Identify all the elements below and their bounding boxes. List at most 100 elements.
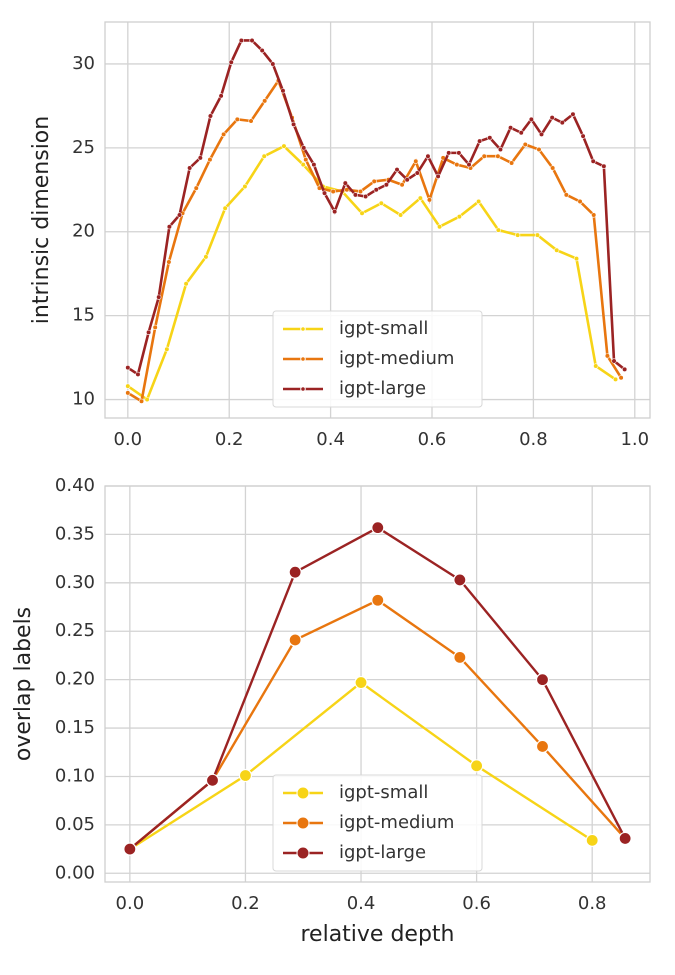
y-tick-label: 20 [72, 221, 95, 242]
point [300, 162, 306, 168]
point [591, 212, 597, 218]
point [166, 224, 172, 230]
point [477, 138, 483, 144]
point [357, 188, 364, 195]
point [570, 111, 576, 117]
point [144, 396, 150, 403]
point [456, 214, 462, 220]
point [618, 375, 624, 381]
point [611, 358, 617, 364]
point [207, 113, 214, 119]
point [352, 192, 359, 198]
point [481, 153, 487, 159]
y-tick-label: 0.20 [55, 669, 95, 690]
point [618, 831, 632, 846]
point [466, 162, 472, 168]
point [146, 329, 152, 336]
point [183, 281, 189, 287]
point [303, 156, 309, 163]
y-axis-label: overlap labels [11, 607, 36, 761]
point [534, 232, 541, 238]
legend-marker [296, 816, 310, 830]
point [354, 675, 368, 690]
legend-marker [296, 846, 310, 860]
point [344, 187, 350, 193]
legend-marker [300, 326, 306, 332]
point [549, 115, 555, 121]
legend: igpt-small igpt-medium igpt-large [272, 774, 483, 872]
legend-box [272, 310, 483, 408]
point [585, 833, 599, 847]
point [288, 565, 302, 579]
point [301, 145, 307, 151]
point [593, 363, 599, 369]
point [604, 353, 611, 359]
point [238, 768, 253, 783]
point [373, 187, 379, 193]
point [203, 254, 209, 260]
point [207, 156, 213, 163]
point [522, 141, 528, 148]
point [261, 153, 267, 159]
axes-frame [104, 485, 651, 883]
point [187, 165, 193, 171]
point [362, 193, 369, 200]
point [248, 118, 254, 124]
y-tick-label: 0.10 [55, 765, 95, 786]
point [456, 150, 462, 156]
point [538, 131, 545, 138]
subplot: 10 15 20 25 30 0.0 0.2 0.4 0.6 0.8 1.0 intrinsic di… [29, 21, 651, 450]
point [437, 224, 443, 230]
x-tick-label: 0.0 [113, 429, 142, 450]
point [435, 173, 441, 179]
x-tick-label: 0.6 [418, 429, 447, 450]
legend-label: igpt-small [339, 318, 428, 339]
point [528, 116, 534, 122]
x-tick-label: 0.4 [316, 429, 345, 450]
point [497, 146, 504, 153]
y-axis-label: intrinsic dimension [29, 116, 54, 324]
legend: igpt-small igpt-medium igpt-large [272, 310, 483, 408]
point [399, 182, 405, 188]
legend-label: igpt-medium [339, 348, 454, 369]
point [378, 200, 384, 206]
point [394, 167, 400, 173]
point [508, 160, 515, 166]
point [414, 170, 420, 176]
x-tick-label: 0.2 [231, 893, 260, 914]
point [476, 198, 482, 205]
point [453, 573, 467, 587]
point [554, 247, 560, 253]
x-tick-label: 0.8 [519, 429, 548, 450]
y-tick-label: 0.40 [55, 475, 95, 496]
point [290, 121, 297, 127]
point [138, 398, 145, 404]
point [573, 255, 580, 262]
point [371, 178, 377, 185]
y-tick-label: 0.00 [55, 862, 95, 883]
point [125, 365, 131, 371]
point [332, 209, 338, 215]
legend-marker [300, 386, 306, 392]
point [622, 366, 628, 372]
x-tick-label: 0.0 [116, 893, 145, 914]
point [580, 133, 586, 139]
point [417, 195, 423, 201]
point [330, 188, 336, 195]
x-tick-label: 1.0 [620, 429, 649, 450]
point [218, 93, 224, 99]
y-tick-label: 0.25 [55, 620, 95, 641]
point [495, 153, 501, 159]
point [262, 98, 268, 104]
point [470, 759, 484, 773]
point [249, 37, 255, 44]
legend-label: igpt-small [339, 782, 428, 803]
point [601, 163, 607, 169]
point [166, 259, 172, 265]
point [518, 130, 524, 136]
point [536, 146, 542, 153]
point [242, 183, 248, 190]
point [359, 210, 365, 216]
point [321, 190, 328, 196]
point [535, 739, 550, 754]
